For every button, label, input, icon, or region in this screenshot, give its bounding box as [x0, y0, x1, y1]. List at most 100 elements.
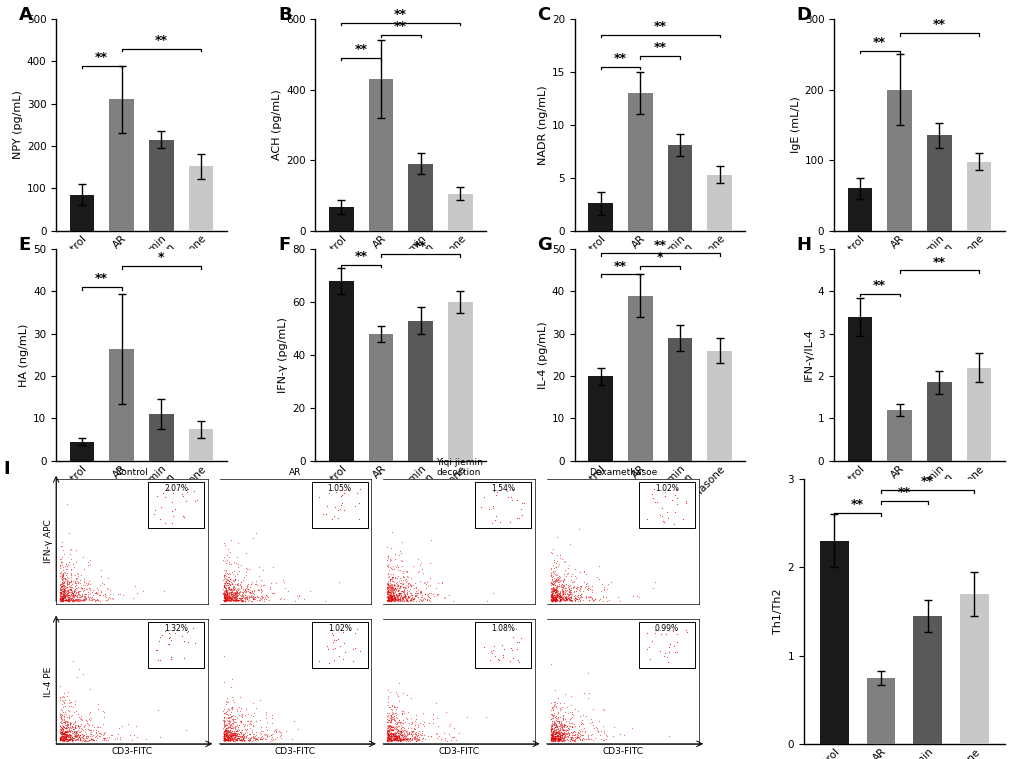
- Point: [220, 726, 236, 738]
- Point: [384, 592, 400, 604]
- Point: [217, 724, 233, 736]
- Point: [70, 568, 87, 581]
- Point: [382, 589, 398, 601]
- Point: [219, 732, 235, 744]
- Point: [543, 581, 559, 594]
- Point: [56, 591, 72, 603]
- Point: [216, 732, 232, 744]
- Point: [230, 723, 247, 735]
- Point: [548, 735, 565, 747]
- Point: [240, 728, 257, 740]
- Point: [56, 732, 72, 745]
- Point: [543, 732, 559, 744]
- Point: [54, 564, 70, 576]
- Point: [386, 587, 403, 599]
- Point: [344, 644, 361, 656]
- Point: [646, 624, 662, 636]
- Point: [66, 595, 83, 607]
- Point: [559, 724, 576, 736]
- Point: [55, 727, 71, 739]
- Point: [62, 581, 78, 593]
- Point: [224, 733, 240, 745]
- Point: [234, 734, 251, 746]
- Point: [387, 720, 404, 732]
- Point: [383, 582, 399, 594]
- Point: [219, 590, 235, 602]
- Point: [220, 593, 236, 605]
- Point: [254, 733, 270, 745]
- Point: [74, 732, 91, 745]
- Point: [67, 729, 84, 741]
- Point: [57, 589, 73, 601]
- Point: [237, 724, 254, 736]
- Point: [55, 561, 71, 573]
- Point: [227, 729, 244, 742]
- Point: [216, 594, 232, 606]
- Point: [567, 570, 583, 582]
- Point: [387, 711, 404, 723]
- Point: [226, 726, 243, 739]
- Point: [438, 706, 454, 718]
- Point: [559, 720, 576, 732]
- Point: [135, 585, 151, 597]
- Point: [545, 591, 561, 603]
- Point: [63, 587, 79, 600]
- Point: [403, 593, 419, 605]
- Point: [379, 554, 395, 566]
- Point: [62, 734, 78, 746]
- Point: [240, 595, 257, 607]
- Point: [548, 730, 565, 742]
- Point: [380, 590, 396, 602]
- Point: [543, 712, 559, 724]
- Point: [546, 584, 562, 597]
- Point: [52, 582, 68, 594]
- Point: [215, 732, 231, 745]
- Point: [429, 712, 445, 724]
- Point: [380, 550, 396, 562]
- Point: [379, 579, 395, 591]
- Point: [224, 568, 240, 580]
- Point: [263, 712, 279, 724]
- Point: [393, 734, 410, 746]
- Point: [235, 732, 252, 744]
- Point: [72, 725, 89, 737]
- Point: [380, 729, 396, 741]
- Point: [53, 731, 69, 743]
- Point: [558, 594, 575, 606]
- Point: [549, 590, 566, 602]
- Point: [216, 676, 232, 688]
- Point: [551, 729, 568, 741]
- Point: [550, 716, 567, 728]
- Point: [351, 513, 367, 525]
- Point: [553, 701, 570, 713]
- Point: [387, 561, 404, 573]
- Point: [217, 722, 233, 734]
- Point: [387, 593, 404, 605]
- Point: [664, 640, 681, 652]
- Point: [554, 591, 571, 603]
- Point: [238, 585, 255, 597]
- Bar: [475, 482, 531, 528]
- Point: [64, 589, 81, 601]
- Point: [247, 591, 263, 603]
- Point: [81, 578, 97, 591]
- Point: [63, 564, 79, 576]
- Point: [638, 644, 654, 656]
- Point: [272, 592, 288, 604]
- Point: [384, 724, 400, 736]
- Point: [68, 572, 85, 584]
- Point: [550, 733, 567, 745]
- Point: [59, 584, 75, 596]
- Point: [420, 730, 436, 742]
- Point: [383, 594, 399, 606]
- Point: [386, 728, 403, 740]
- Point: [550, 592, 567, 604]
- Point: [403, 594, 419, 606]
- Point: [656, 486, 673, 498]
- Bar: [328, 281, 354, 461]
- Point: [215, 554, 231, 566]
- Point: [399, 591, 416, 603]
- Point: [227, 594, 244, 606]
- Point: [90, 594, 106, 606]
- Point: [381, 581, 397, 594]
